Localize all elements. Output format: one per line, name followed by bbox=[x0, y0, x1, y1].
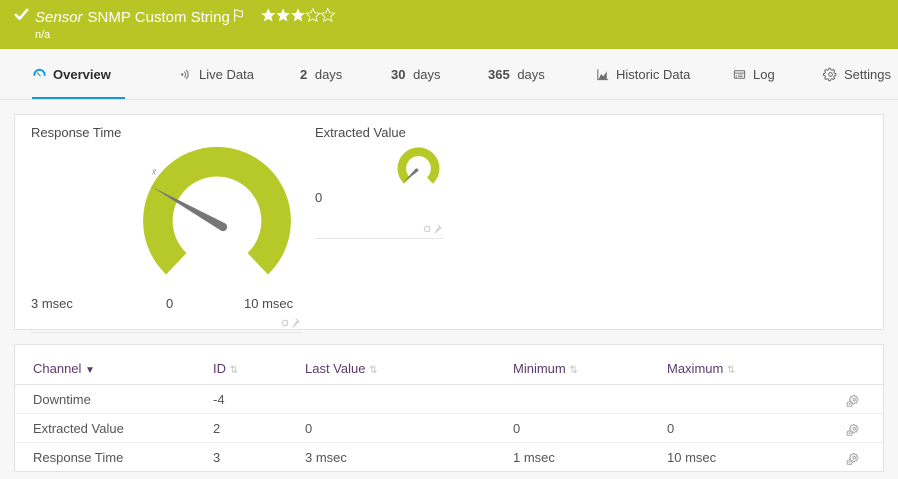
svg-text:x̄: x̄ bbox=[151, 167, 157, 177]
